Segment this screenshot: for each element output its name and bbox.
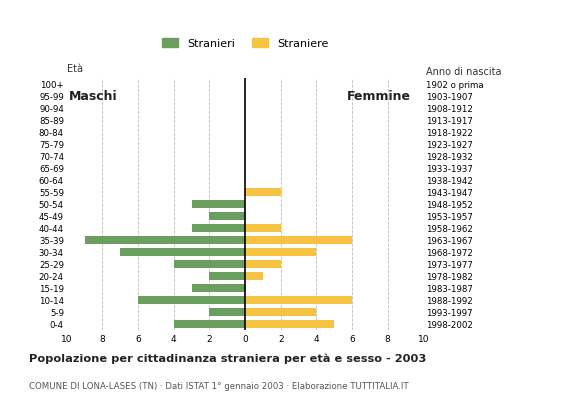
Bar [245, 320, 334, 328]
Bar [138, 296, 245, 304]
Bar [191, 224, 245, 232]
Bar [174, 260, 245, 268]
Text: COMUNE DI LONA-LASES (TN) · Dati ISTAT 1° gennaio 2003 · Elaborazione TUTTITALIA: COMUNE DI LONA-LASES (TN) · Dati ISTAT 1… [29, 382, 409, 391]
Bar [191, 284, 245, 292]
Text: Popolazione per cittadinanza straniera per età e sesso - 2003: Popolazione per cittadinanza straniera p… [29, 354, 426, 364]
Bar [191, 200, 245, 208]
Bar [85, 236, 245, 244]
Bar [245, 308, 317, 316]
Bar [174, 320, 245, 328]
Legend: Stranieri, Straniere: Stranieri, Straniere [162, 38, 328, 49]
Bar [245, 188, 281, 196]
Bar [209, 212, 245, 220]
Text: Femmine: Femmine [347, 90, 411, 102]
Bar [245, 260, 281, 268]
Bar [245, 272, 263, 280]
Bar [245, 236, 352, 244]
Bar [245, 248, 317, 256]
Text: Anno di nascita: Anno di nascita [426, 67, 502, 77]
Text: Maschi: Maschi [69, 90, 118, 102]
Bar [209, 272, 245, 280]
Bar [245, 296, 352, 304]
Bar [245, 224, 281, 232]
Bar [120, 248, 245, 256]
Text: Età: Età [67, 64, 83, 74]
Bar [209, 308, 245, 316]
